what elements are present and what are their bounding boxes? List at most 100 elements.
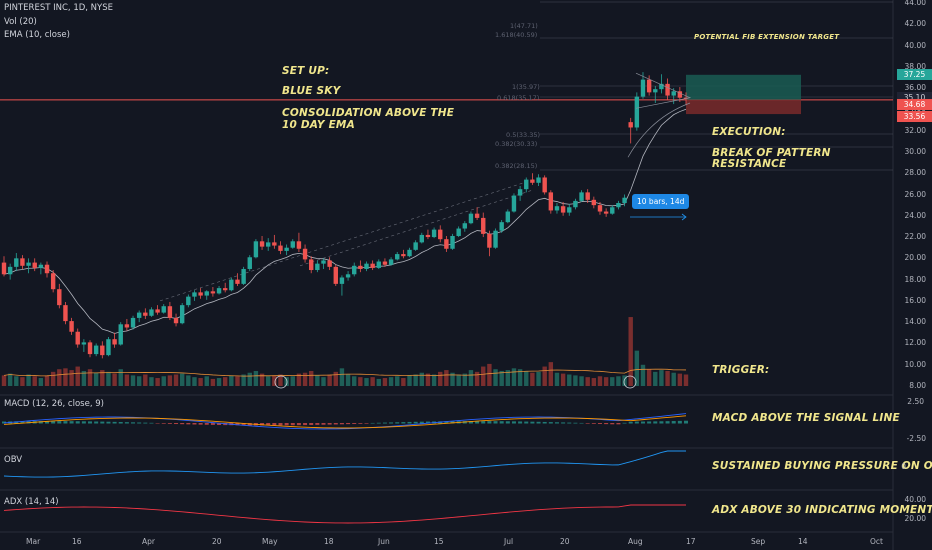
price-tick-label: 16.00 xyxy=(904,295,926,305)
volume-bar xyxy=(671,372,676,386)
volume-bar xyxy=(333,371,338,386)
volume-bar xyxy=(474,371,480,386)
macd-histogram-bar xyxy=(94,421,99,424)
candle-body xyxy=(302,248,308,260)
macd-histogram-bar xyxy=(665,421,670,424)
candle-body xyxy=(106,339,111,356)
macd-histogram-bar xyxy=(468,421,473,424)
fib-label: 1(47.71) xyxy=(510,22,538,30)
volume-bar xyxy=(87,369,93,386)
macd-histogram-bar xyxy=(407,421,412,424)
candle-body xyxy=(474,213,480,218)
candle-body xyxy=(130,317,136,328)
macd-histogram-bar xyxy=(659,421,664,424)
volume-indicator-label[interactable]: Vol (20) xyxy=(4,17,37,27)
macd-histogram-bar xyxy=(370,422,375,424)
ema-indicator-label[interactable]: EMA (10, close) xyxy=(4,30,70,40)
macd-histogram-bar xyxy=(352,423,357,424)
macd-histogram-bar xyxy=(604,423,609,425)
candle-body xyxy=(640,79,646,97)
volume-bar xyxy=(38,378,44,386)
macd-histogram-bar xyxy=(579,422,584,424)
macd-histogram-bar xyxy=(647,421,652,424)
time-tick-label: 14 xyxy=(798,537,808,546)
volume-bar xyxy=(677,373,683,386)
macd-histogram-bar xyxy=(143,422,148,424)
earnings-marker-icon xyxy=(274,375,288,389)
volume-bar xyxy=(278,374,283,386)
candle-body xyxy=(229,279,234,291)
macd-histogram-bar xyxy=(272,423,277,426)
candle-body xyxy=(560,206,566,213)
macd-histogram-bar xyxy=(315,423,320,425)
candle-body xyxy=(272,242,277,246)
candle-body xyxy=(376,261,381,268)
volume-bar xyxy=(419,372,425,386)
candle-body xyxy=(186,296,191,306)
macd-histogram-bar xyxy=(333,423,338,425)
candle-body xyxy=(278,245,283,251)
volume-bar xyxy=(585,377,590,386)
volume-bar xyxy=(450,372,455,386)
volume-bar xyxy=(198,378,203,386)
candle-body xyxy=(665,83,670,96)
macd-histogram-bar xyxy=(241,423,246,426)
target-price-label: 37.25 xyxy=(897,69,932,81)
candle-body xyxy=(634,96,640,128)
price-tick-label: 40.00 xyxy=(904,40,926,50)
volume-bar xyxy=(505,370,511,386)
macd-histogram-bar xyxy=(444,421,449,424)
blue-sky-annotation: BLUE SKY xyxy=(282,85,341,97)
candle-body xyxy=(247,257,252,269)
obv-indicator-label[interactable]: OBV xyxy=(4,455,23,465)
date-range-arrow-head xyxy=(681,213,687,221)
volume-bar xyxy=(149,377,154,386)
macd-line xyxy=(3,413,687,430)
volume-bar xyxy=(32,376,37,386)
volume-bar xyxy=(438,371,443,386)
macd-histogram-bar xyxy=(296,423,301,426)
volume-bar xyxy=(309,370,314,386)
candle-body xyxy=(315,263,320,271)
fib-label: 0.382(28.15) xyxy=(495,162,538,170)
macd-histogram-bar xyxy=(57,421,62,424)
candle-body xyxy=(499,222,504,231)
macd-histogram-bar xyxy=(561,422,566,424)
candle-body xyxy=(118,324,123,345)
volume-bar xyxy=(622,375,627,386)
volume-bar xyxy=(493,369,498,386)
candle-body xyxy=(167,306,173,318)
macd-histogram-bar xyxy=(597,423,602,424)
candle-body xyxy=(444,239,449,249)
candle-body xyxy=(173,317,179,324)
macd-histogram-bar xyxy=(204,423,209,425)
adx-line xyxy=(3,504,686,524)
candle-body xyxy=(192,292,197,297)
volume-ma-line xyxy=(3,368,687,377)
date-range-badge[interactable]: 10 bars, 14d xyxy=(632,194,690,209)
macd-histogram-bar xyxy=(542,421,547,424)
execution-annotation: EXECUTION: xyxy=(712,126,786,138)
volume-bar xyxy=(382,378,388,386)
macd-histogram-bar xyxy=(640,421,645,424)
macd-histogram-bar xyxy=(112,421,117,424)
adx-indicator-label[interactable]: ADX (14, 14) xyxy=(4,497,59,507)
candle-body xyxy=(44,264,50,274)
volume-bar xyxy=(302,372,308,386)
macd-histogram-bar xyxy=(284,423,289,426)
macd-histogram-bar xyxy=(210,423,215,425)
macd-annotation: MACD ABOVE THE SIGNAL LINE xyxy=(712,412,900,424)
volume-bar xyxy=(401,378,406,386)
volume-bar xyxy=(204,376,209,386)
time-tick-label: May xyxy=(262,537,278,546)
price-tick-label: 22.00 xyxy=(904,232,926,242)
time-tick-label: 18 xyxy=(324,537,334,546)
candle-body xyxy=(585,192,590,200)
macd-indicator-label[interactable]: MACD (12, 26, close, 9) xyxy=(4,399,104,409)
macd-histogram-bar xyxy=(554,422,559,424)
candle-body xyxy=(548,192,554,211)
macd-histogram-bar xyxy=(100,421,105,424)
candle-body xyxy=(653,89,658,93)
candle-body xyxy=(1,262,7,275)
candle-body xyxy=(425,234,431,238)
